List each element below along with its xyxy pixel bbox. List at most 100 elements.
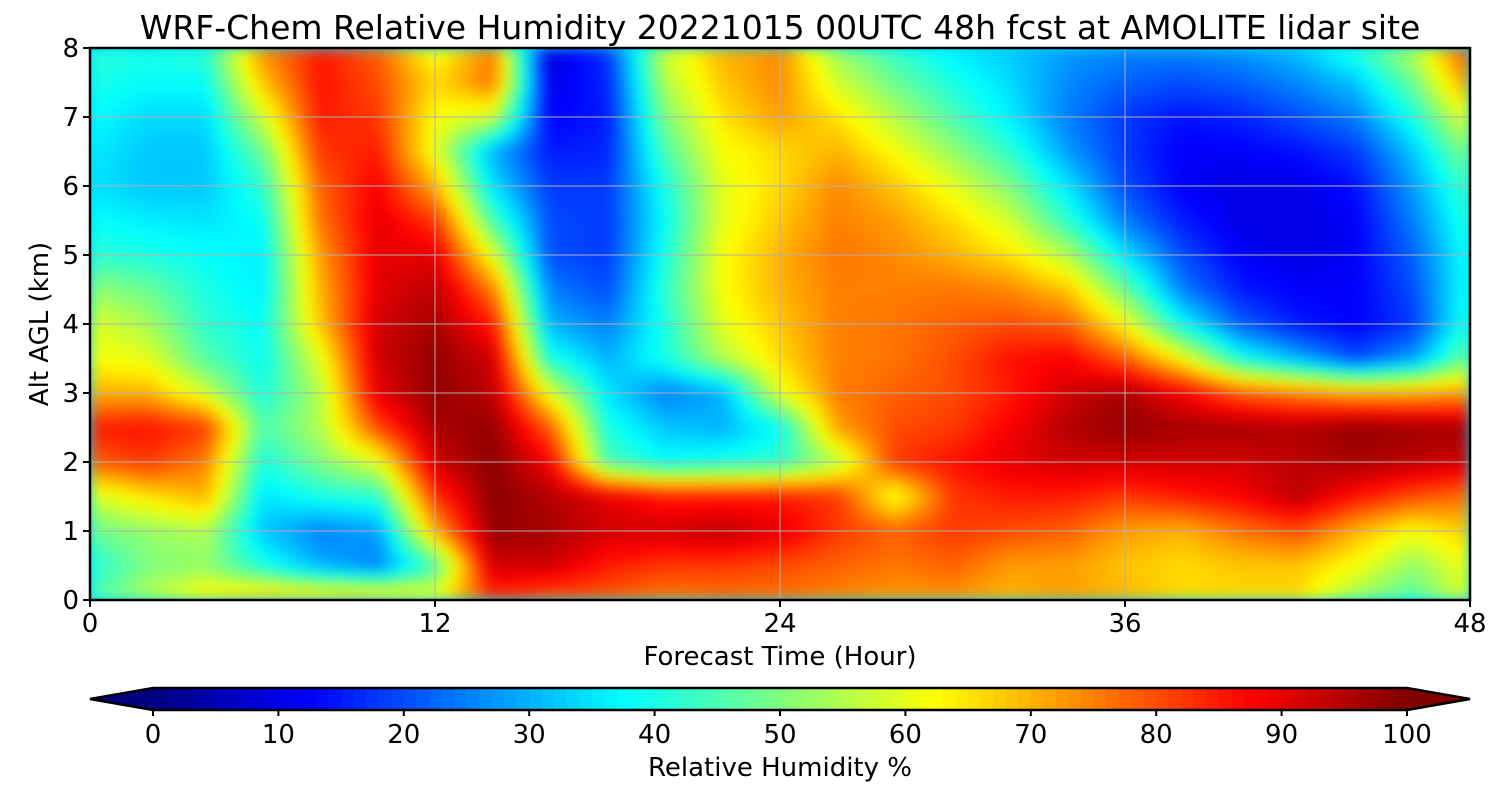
colorbar-segment xyxy=(780,688,794,710)
colorbar-segment xyxy=(754,688,769,710)
colorbar-segment xyxy=(679,688,693,710)
x-tick-label: 12 xyxy=(418,609,451,639)
y-tick-label: 4 xyxy=(62,310,79,340)
colorbar-segment xyxy=(1294,688,1308,710)
colorbar-segment xyxy=(1281,688,1295,710)
colorbar-segment xyxy=(1206,688,1220,710)
y-tick-label: 1 xyxy=(62,517,79,547)
colorbar-tick-label: 10 xyxy=(262,720,295,750)
colorbar-segment xyxy=(805,688,819,710)
y-tick-label: 5 xyxy=(62,241,79,271)
colorbar-tick-label: 50 xyxy=(763,720,796,750)
colorbar-segment xyxy=(591,688,606,710)
colorbar-segment xyxy=(1306,688,1320,710)
colorbar-segment xyxy=(341,688,355,710)
colorbar-segment xyxy=(441,688,455,710)
colorbar-segment xyxy=(717,688,731,710)
y-tick-label: 2 xyxy=(62,448,79,478)
colorbar-segment xyxy=(190,688,204,710)
colorbar-segment xyxy=(153,688,167,710)
chart-title: WRF-Chem Relative Humidity 20221015 00UT… xyxy=(140,8,1421,47)
colorbar-segment xyxy=(228,688,242,710)
colorbar-under-arrow xyxy=(90,688,153,710)
colorbar-segment xyxy=(453,688,468,710)
colorbar-segment xyxy=(1143,688,1157,710)
colorbar-over-arrow xyxy=(1407,688,1470,710)
colorbar-segment xyxy=(1118,688,1132,710)
x-axis-ticks: 0 12 24 36 48 xyxy=(82,600,1487,639)
colorbar-segment xyxy=(704,688,718,710)
colorbar-segment xyxy=(1344,688,1358,710)
colorbar-segment xyxy=(253,688,267,710)
x-tick-label: 36 xyxy=(1108,609,1141,639)
colorbar-segment xyxy=(1018,688,1032,710)
colorbar-segment xyxy=(353,688,367,710)
colorbar-segment xyxy=(541,688,555,710)
x-tick-label: 24 xyxy=(763,609,796,639)
colorbar-segment xyxy=(742,688,756,710)
colorbar-segment xyxy=(529,688,543,710)
colorbar-segment xyxy=(178,688,192,710)
colorbar-segment xyxy=(290,688,305,710)
colorbar-segment xyxy=(579,688,593,710)
colorbar-segment xyxy=(366,688,380,710)
colorbar-segment xyxy=(165,688,179,710)
colorbar-segment xyxy=(830,688,844,710)
colorbar-segment xyxy=(943,688,957,710)
colorbar-segment xyxy=(1269,688,1283,710)
colorbar-segment xyxy=(917,688,932,710)
colorbar-segment xyxy=(654,688,668,710)
colorbar-segment xyxy=(265,688,279,710)
colorbar-segment xyxy=(1068,688,1082,710)
colorbar-segment xyxy=(880,688,894,710)
colorbar-segment xyxy=(729,688,743,710)
colorbar-segment xyxy=(892,688,906,710)
colorbar-segment xyxy=(1231,688,1245,710)
colorbar-segment xyxy=(629,688,643,710)
colorbar-segment xyxy=(842,688,856,710)
colorbar-segment xyxy=(1106,688,1120,710)
colorbar-segment xyxy=(403,688,417,710)
colorbar-segment xyxy=(1256,688,1270,710)
colorbar-segment xyxy=(1093,688,1107,710)
colorbar-tick-label: 40 xyxy=(638,720,671,750)
y-tick-label: 6 xyxy=(62,172,79,202)
colorbar-segment xyxy=(855,688,869,710)
colorbar-segment xyxy=(968,688,982,710)
colorbar-segment xyxy=(1030,688,1044,710)
colorbar-segment xyxy=(1356,688,1370,710)
colorbar-segment xyxy=(1005,688,1019,710)
colorbar-segment xyxy=(1156,688,1170,710)
colorbar-segment xyxy=(491,688,505,710)
colorbar-segment xyxy=(616,688,631,710)
colorbar-segment xyxy=(993,688,1007,710)
colorbar-ticks: 0 10 20 30 40 50 60 70 80 90 100 xyxy=(145,710,1432,750)
y-tick-label: 8 xyxy=(62,34,79,64)
colorbar-segment xyxy=(1043,688,1057,710)
colorbar-segment xyxy=(642,688,656,710)
colorbar-tick-label: 80 xyxy=(1140,720,1173,750)
colorbar-segment xyxy=(1319,688,1333,710)
colorbar-segment xyxy=(1331,688,1345,710)
colorbar-segment xyxy=(955,688,969,710)
y-tick-label: 7 xyxy=(62,103,79,133)
colorbar-segment xyxy=(428,688,443,710)
colorbar-tick-label: 70 xyxy=(1014,720,1047,750)
colorbar-segment xyxy=(554,688,568,710)
colorbar-segment xyxy=(328,688,342,710)
colorbar-segment xyxy=(817,688,831,710)
colorbar-segment xyxy=(566,688,580,710)
colorbar-segment xyxy=(416,688,430,710)
colorbar-segment xyxy=(203,688,217,710)
colorbar-segment xyxy=(466,688,480,710)
colorbar-segment xyxy=(303,688,317,710)
colorbar-segment xyxy=(278,688,292,710)
colorbar-tick-label: 30 xyxy=(513,720,546,750)
colorbar-segment xyxy=(378,688,392,710)
colorbar-segment xyxy=(479,688,493,710)
colorbar-tick-label: 0 xyxy=(145,720,162,750)
colorbar-label: Relative Humidity % xyxy=(648,753,912,783)
x-tick-label: 48 xyxy=(1453,609,1486,639)
colorbar-segment xyxy=(930,688,944,710)
